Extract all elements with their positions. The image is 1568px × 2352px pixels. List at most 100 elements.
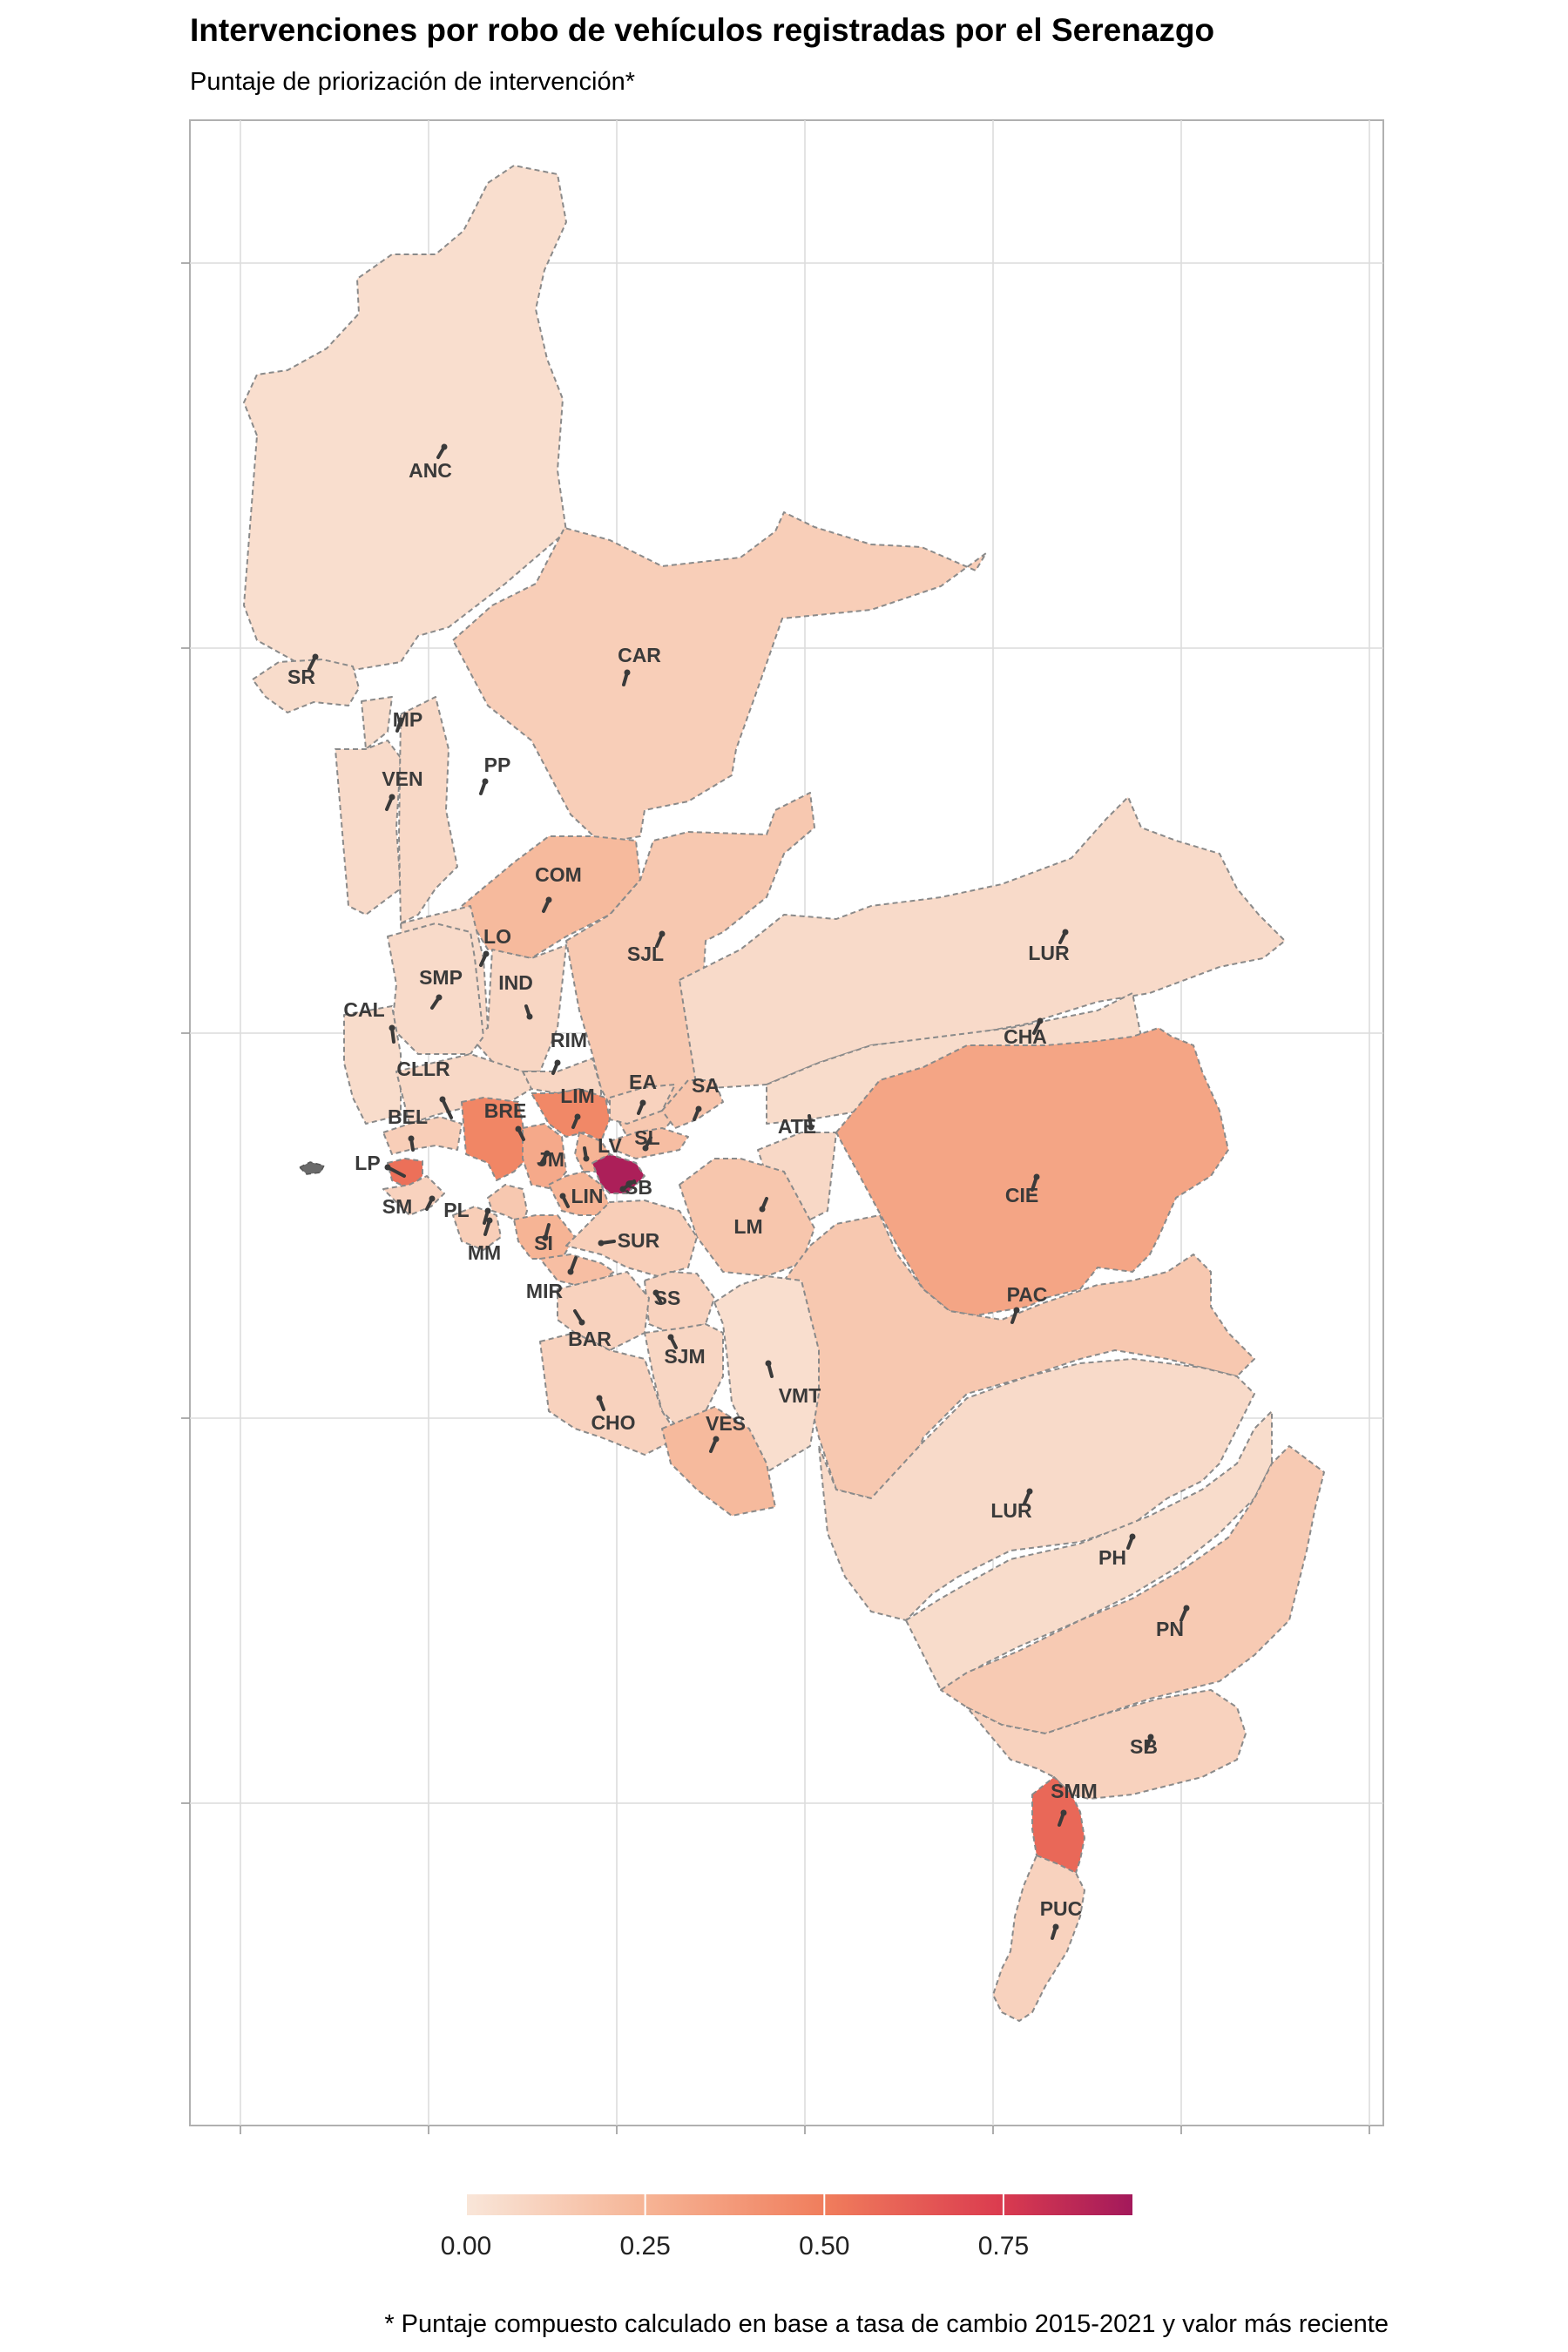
district-label-smp-10: SMP: [419, 966, 463, 989]
district-label-smm-47: SMM: [1051, 1780, 1098, 1802]
centroid-dot-bel-19: [408, 1135, 415, 1142]
centroid-dot-smm-47: [1060, 1809, 1067, 1816]
legend-colorbar: [466, 2194, 1132, 2215]
district-area-puc-48: [992, 1855, 1085, 2022]
color-legend: 0.00 0.25 0.50 0.75: [441, 2194, 1132, 2261]
centroid-dot-cllr-15: [439, 1096, 446, 1103]
centroid-dot-sm-28: [429, 1195, 436, 1202]
district-label-ves-42: VES: [706, 1412, 746, 1435]
legend-tick-label-3: 0.75: [978, 2232, 1029, 2261]
axis-ticks: [181, 262, 1370, 2134]
district-area-rim-14: [522, 1058, 602, 1098]
district-area-cho-41: [539, 1332, 680, 1456]
district-label-ate-21: ATE: [778, 1115, 816, 1138]
label-leader-cllr-15: [441, 1098, 453, 1119]
centroid-dot-lim-18: [574, 1113, 581, 1120]
legend-tick-label-2: 0.50: [799, 2232, 849, 2261]
centroid-dot-mp-3: [397, 717, 404, 724]
centroid-dot-vmt-40: [765, 1360, 772, 1367]
district-label-bar-38: BAR: [568, 1328, 612, 1350]
centroid-dot-cal-11: [389, 1024, 395, 1031]
district-label-lin-30: LIN: [571, 1185, 603, 1207]
centroid-dot-sb-46: [1147, 1734, 1154, 1740]
district-label-lo-7: LO: [483, 925, 511, 948]
centroid-dot-lur-43: [1026, 1488, 1033, 1495]
district-area-pn-45: [940, 1445, 1325, 1734]
district-label-ea-16: EA: [629, 1071, 657, 1093]
centroid-dot-lm-31: [759, 1206, 766, 1213]
centroid-dot-pac-36: [1013, 1307, 1020, 1314]
centroid-dot-cho-41: [596, 1395, 603, 1402]
district-label-bre-20: BRE: [484, 1099, 527, 1122]
centroid-dot-lv-23: [583, 1155, 590, 1162]
centroid-dot-lp-25: [384, 1164, 391, 1171]
map-caption: * Puntaje compuesto calculado en base a …: [384, 2310, 1389, 2338]
centroid-dot-sjl-9: [659, 930, 666, 937]
district-area-cal-11: [343, 1005, 402, 1125]
district-area-bel-19: [382, 1116, 463, 1155]
district-label-mm-32: MM: [468, 1241, 501, 1264]
district-label-rim-14: RIM: [551, 1029, 587, 1051]
district-area-ss-37: [644, 1271, 715, 1334]
legend-tick-label-0: 0.00: [441, 2232, 491, 2261]
centroid-dot-mir-35: [567, 1268, 574, 1275]
district-label-ph-44: PH: [1098, 1546, 1126, 1569]
district-area-sur-34: [565, 1200, 698, 1277]
centroid-dot-puc-48: [1052, 1923, 1059, 1930]
district-area-sb-46: [966, 1689, 1247, 1800]
centroid-dot-ven-4: [389, 794, 395, 801]
district-label-sr-1: SR: [287, 666, 315, 688]
centroid-dot-lo-7: [483, 950, 490, 957]
district-area-lp-25: [387, 1158, 423, 1190]
district-label-lp-25: LP: [355, 1152, 380, 1174]
district-label-mir-35: MIR: [526, 1280, 564, 1302]
district-area-lur-12: [679, 796, 1286, 1090]
district-area-mm-32: [452, 1206, 502, 1251]
label-leader-lp-25: [386, 1166, 406, 1178]
district-label-sm-28: SM: [382, 1195, 413, 1218]
district-area-lm-31: [679, 1158, 815, 1277]
district-label-lim-18: LIM: [560, 1085, 595, 1107]
centroid-dot-sjm-39: [667, 1334, 674, 1341]
district-label-cho-41: CHO: [591, 1411, 635, 1434]
district-label-anc-0: ANC: [409, 459, 452, 482]
centroid-dot-sl-22: [642, 1145, 649, 1152]
legend-tick-label-1: 0.25: [619, 2232, 670, 2261]
district-label-cllr-15: CLLR: [396, 1058, 450, 1080]
district-area-cie-26: [835, 1027, 1229, 1316]
centroid-dot-sb-27: [619, 1186, 626, 1193]
district-label-lv-23: LV: [598, 1134, 622, 1157]
district-label-vmt-40: VMT: [779, 1384, 821, 1407]
centroid-dot-ss-37: [652, 1289, 659, 1296]
centroid-dot-si-33: [542, 1234, 549, 1241]
district-label-sjl-9: SJL: [627, 943, 664, 965]
map-title: Intervenciones por robo de vehículos reg…: [190, 12, 1215, 48]
district-area-anc-0: [243, 165, 567, 672]
district-area-pl-29: [487, 1184, 528, 1225]
centroid-dot-sa-17: [695, 1105, 702, 1112]
island-shape: [299, 1161, 325, 1175]
district-label-sb-27: SB: [625, 1176, 652, 1199]
district-label-si-33: SI: [534, 1232, 553, 1254]
district-area-sjl-9: [565, 792, 815, 1138]
centroid-dot-pp-5: [482, 778, 489, 785]
district-area-pp-5: [398, 696, 458, 924]
district-label-com-6: COM: [535, 863, 582, 886]
district-area-ph-44: [905, 1410, 1273, 1691]
district-area-bre-20: [461, 1097, 528, 1181]
district-label-sur-34: SUR: [618, 1229, 660, 1252]
district-label-bel-19: BEL: [388, 1105, 428, 1128]
centroid-dot-cie-26: [1033, 1173, 1040, 1180]
district-area-mp-3: [361, 696, 393, 750]
district-label-ven-4: VEN: [382, 767, 422, 790]
centroid-dot-sr-1: [312, 653, 319, 660]
district-area-smp-10: [387, 923, 484, 1055]
district-label-puc-48: PUC: [1040, 1897, 1083, 1920]
centroid-dot-ind-8: [526, 1013, 533, 1020]
centroid-dot-smp-10: [436, 994, 443, 1001]
district-label-cal-11: CAL: [343, 998, 384, 1021]
centroid-dot-ves-42: [713, 1436, 720, 1443]
centroid-dot-sur-34: [598, 1240, 605, 1247]
district-label-sjm-39: SJM: [664, 1345, 705, 1368]
district-area-lim-18: [531, 1088, 611, 1142]
